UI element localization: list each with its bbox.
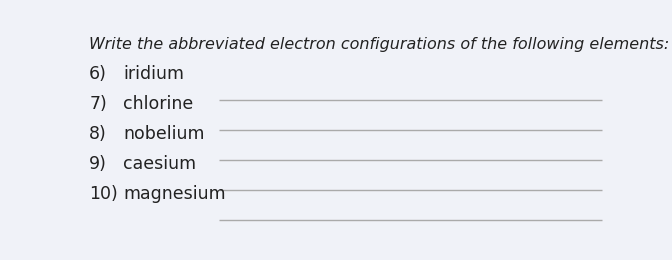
Text: 8): 8): [89, 125, 107, 143]
Text: iridium: iridium: [123, 65, 184, 83]
Text: 9): 9): [89, 155, 107, 173]
Text: 7): 7): [89, 95, 107, 113]
Text: nobelium: nobelium: [123, 125, 204, 143]
Text: caesium: caesium: [123, 155, 196, 173]
Text: 10): 10): [89, 185, 118, 203]
Text: magnesium: magnesium: [123, 185, 226, 203]
Text: Write the abbreviated electron configurations of the following elements:: Write the abbreviated electron configura…: [89, 37, 669, 52]
Text: 6): 6): [89, 65, 107, 83]
Text: chlorine: chlorine: [123, 95, 194, 113]
